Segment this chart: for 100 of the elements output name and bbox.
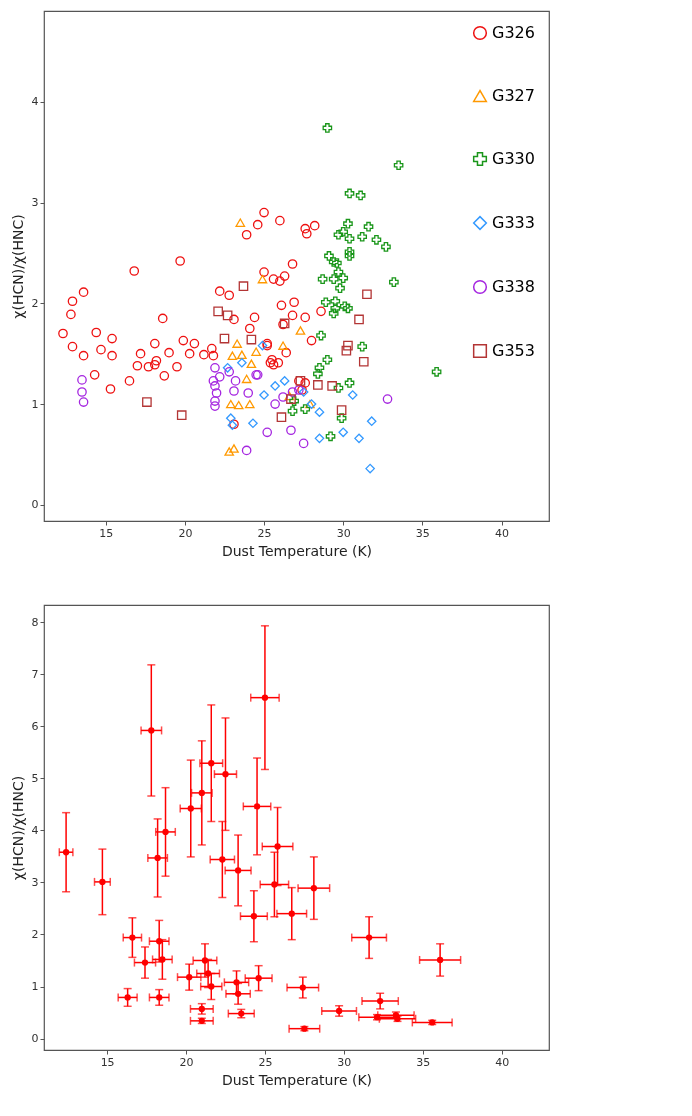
point	[354, 433, 364, 444]
point	[198, 789, 205, 797]
point	[335, 283, 345, 294]
point	[271, 881, 278, 888]
point	[251, 347, 261, 356]
x-tick-label: 35	[415, 526, 430, 540]
point	[343, 340, 353, 351]
point	[229, 444, 239, 453]
point	[322, 123, 333, 133]
point	[332, 258, 342, 268]
point	[381, 242, 391, 252]
point	[224, 367, 235, 377]
point	[243, 388, 254, 398]
point	[343, 218, 353, 229]
point	[327, 381, 337, 391]
point	[156, 938, 163, 945]
point	[213, 306, 223, 317]
point	[229, 386, 239, 396]
y-tick-label: 2	[31, 927, 39, 941]
legend-label: G353	[492, 341, 535, 360]
y-tick-label: 6	[31, 719, 39, 733]
point	[313, 369, 323, 379]
point	[314, 433, 325, 444]
point	[230, 376, 241, 386]
point	[365, 463, 375, 474]
point	[253, 803, 261, 810]
point	[257, 274, 268, 284]
point	[270, 381, 280, 391]
x-tick-label: 35	[416, 1055, 431, 1069]
point	[237, 357, 247, 368]
point	[156, 994, 163, 1001]
x-axis-title: Dust Temperature (K)	[221, 1071, 373, 1088]
point	[314, 407, 325, 417]
point	[344, 247, 355, 257]
point	[393, 160, 404, 171]
point	[154, 854, 161, 862]
point	[328, 274, 339, 284]
point	[328, 257, 339, 267]
point	[219, 333, 230, 344]
point	[343, 303, 353, 314]
point	[314, 362, 325, 373]
point	[232, 339, 242, 348]
x-tick-label: 15	[100, 1055, 115, 1069]
point	[211, 388, 222, 398]
y-tick-label: 8	[31, 615, 39, 629]
point	[255, 975, 262, 982]
point	[204, 970, 212, 977]
point	[376, 997, 384, 1005]
point	[325, 431, 336, 442]
x-tick-label: 20	[179, 1055, 194, 1069]
point	[365, 934, 373, 941]
point	[431, 367, 442, 377]
x-tick-label: 25	[257, 526, 272, 540]
y-tick-label: 7	[31, 667, 39, 681]
point	[333, 229, 344, 240]
point	[362, 289, 372, 300]
point	[436, 956, 444, 964]
point	[259, 390, 269, 400]
point	[279, 376, 290, 386]
point	[344, 188, 355, 199]
point	[278, 341, 288, 350]
point	[225, 399, 236, 409]
point	[339, 301, 350, 312]
point	[208, 760, 215, 767]
y-tick-label: 0	[31, 498, 39, 512]
point	[129, 934, 136, 941]
x-tick-label: 40	[495, 1055, 510, 1069]
point	[328, 308, 339, 319]
point	[324, 251, 334, 261]
point	[333, 383, 344, 393]
point	[77, 375, 87, 385]
x-tick-label: 25	[258, 1055, 273, 1069]
point	[298, 438, 309, 449]
point	[142, 397, 152, 407]
point	[234, 867, 242, 874]
point	[219, 856, 226, 863]
point	[295, 326, 306, 335]
point	[210, 401, 220, 411]
point	[382, 394, 393, 404]
point	[338, 273, 349, 283]
point	[344, 233, 355, 244]
point	[338, 427, 349, 438]
legend-label: G338	[492, 277, 535, 296]
point	[278, 392, 288, 402]
point	[317, 274, 328, 284]
point	[347, 390, 358, 400]
point	[341, 345, 352, 356]
x-tick-label: 40	[495, 526, 510, 540]
point	[357, 231, 368, 242]
point	[313, 380, 323, 390]
point	[336, 413, 347, 424]
x-tick-label: 20	[178, 526, 193, 540]
x-tick-label: 15	[99, 526, 114, 540]
point	[159, 956, 166, 963]
legend-label: G330	[492, 149, 535, 168]
point	[310, 884, 318, 892]
y-tick-label: 3	[31, 196, 39, 209]
point	[210, 396, 220, 406]
point	[344, 378, 355, 388]
point	[246, 359, 257, 369]
